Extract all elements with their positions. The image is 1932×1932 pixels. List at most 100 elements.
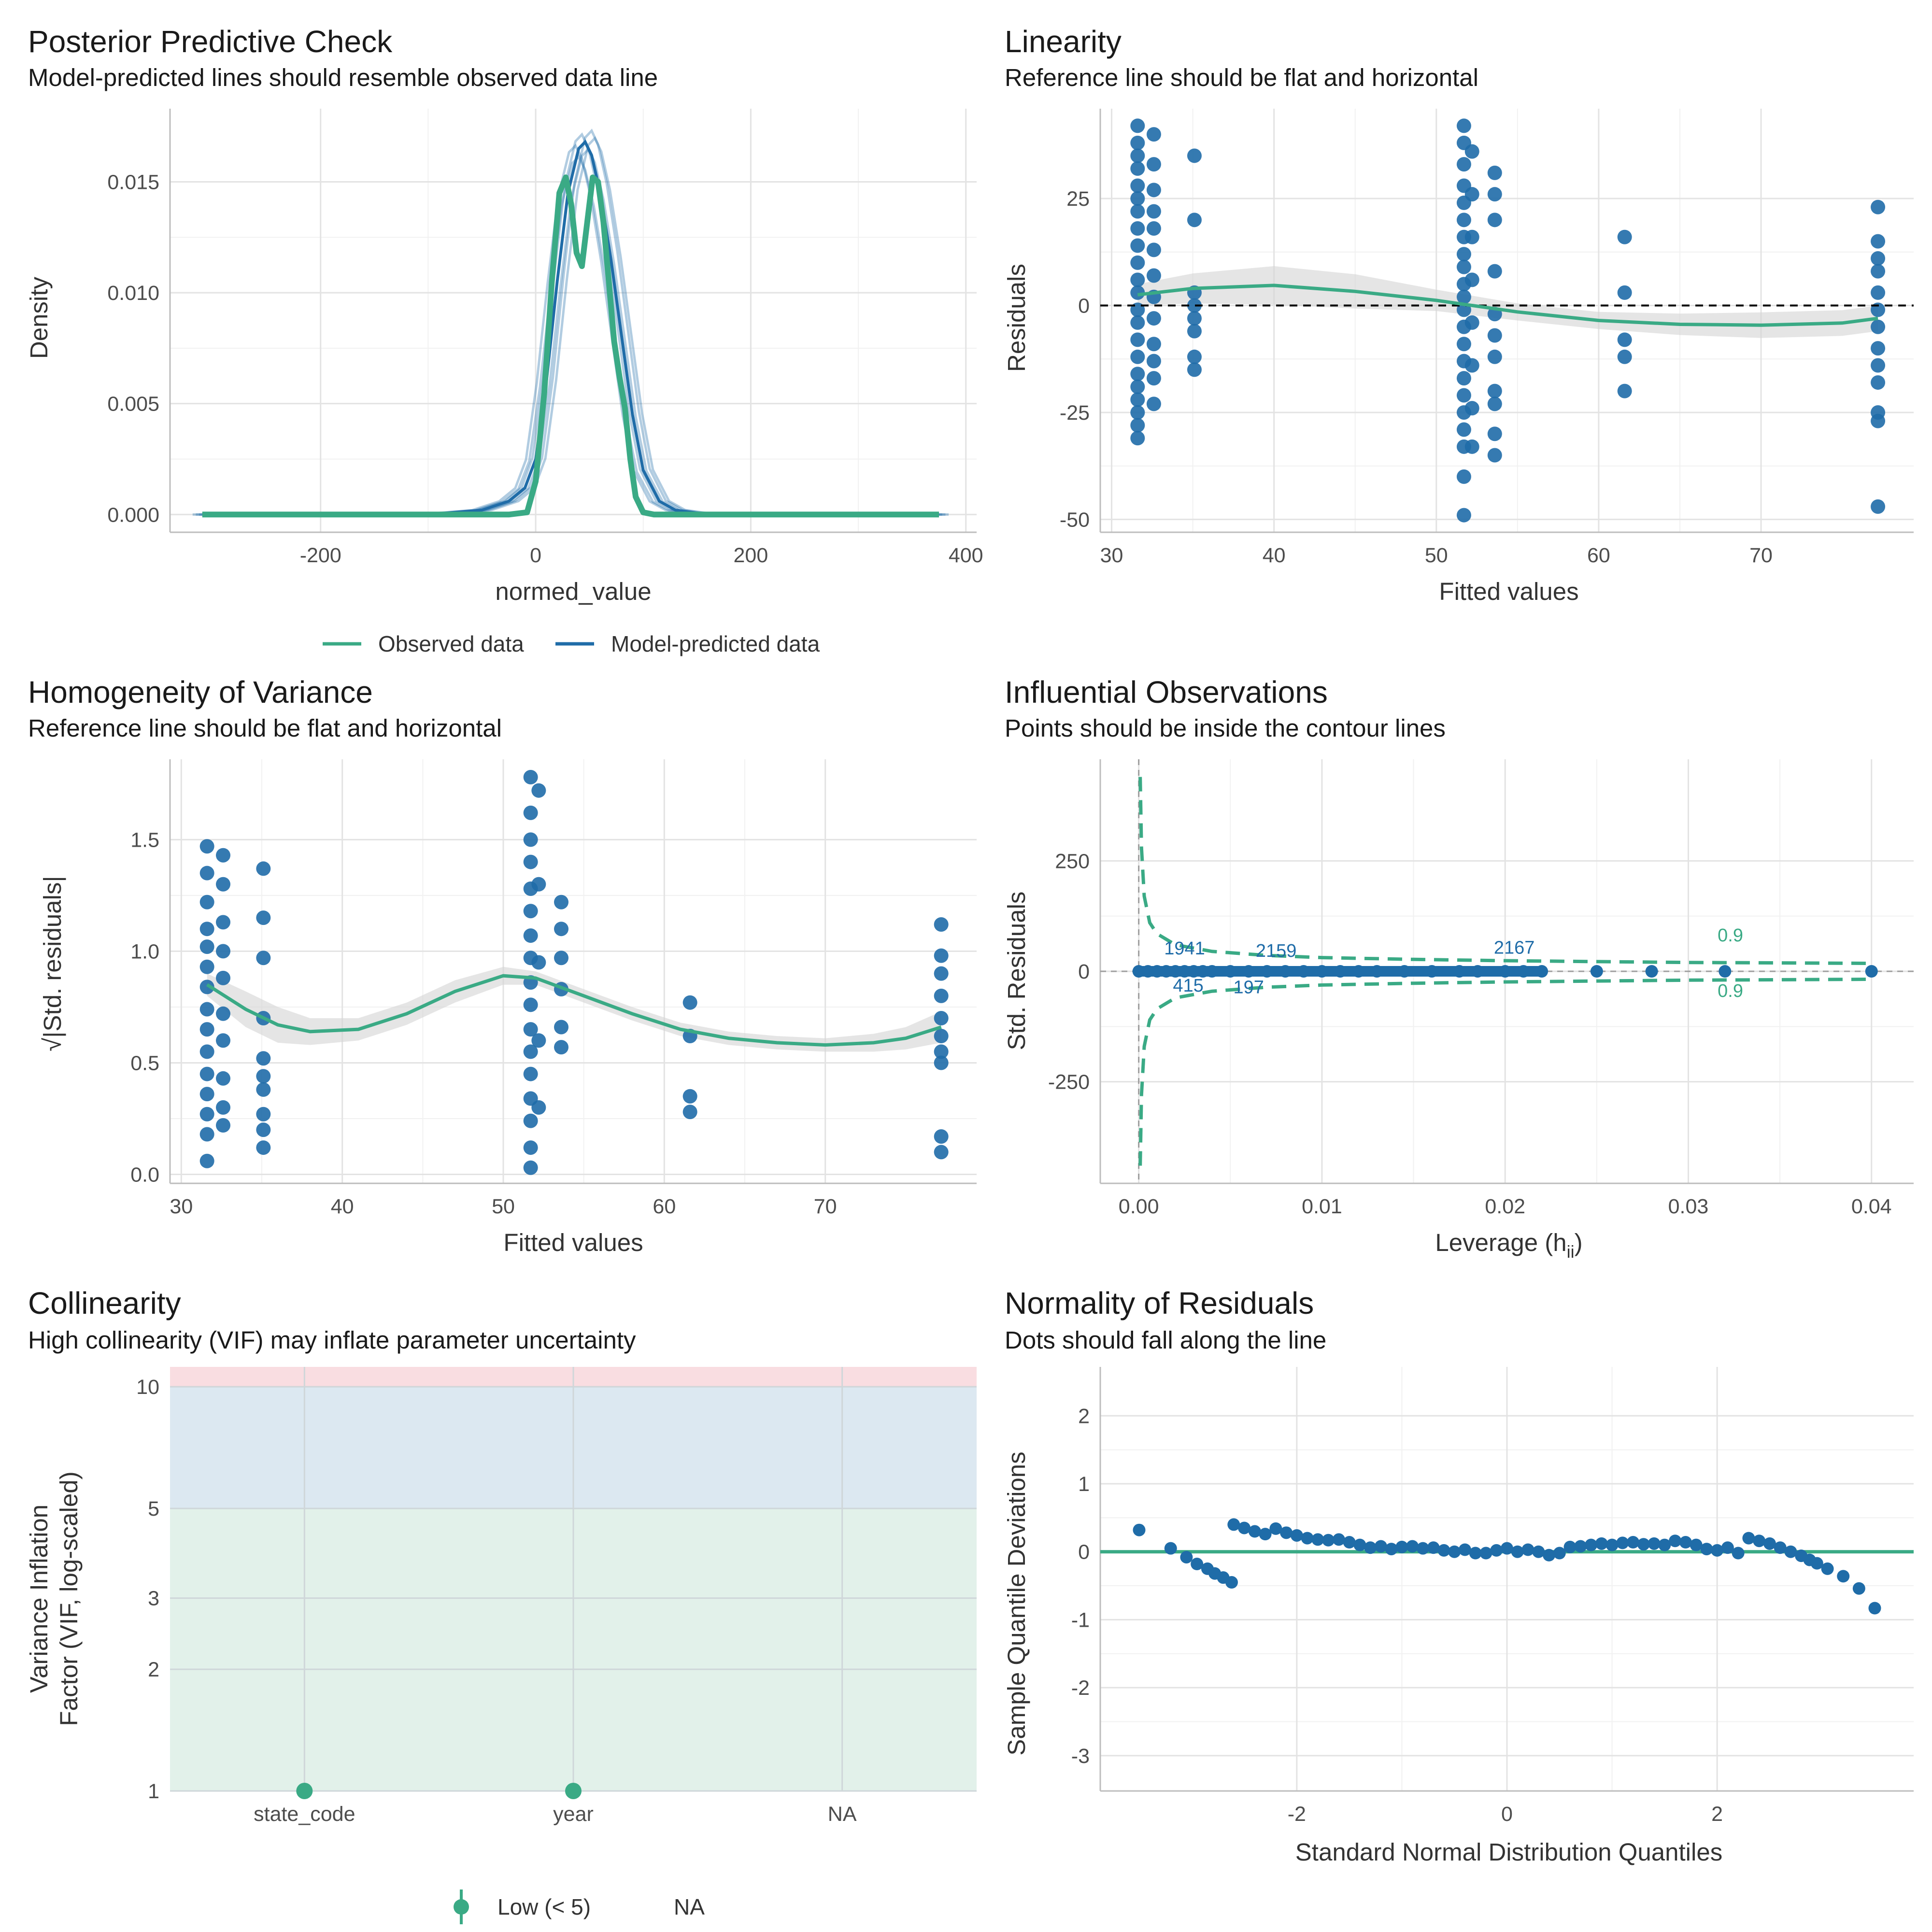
std-residual-point — [256, 1069, 271, 1084]
x-tick-label: state_code — [254, 1803, 355, 1826]
quantile-point — [1301, 1532, 1314, 1545]
residual-point — [1871, 199, 1886, 214]
std-residual-point — [531, 1100, 546, 1115]
confidence-ribbon — [1137, 266, 1878, 338]
residual-point — [1130, 315, 1145, 330]
std-residual-point — [934, 948, 949, 963]
y-axis-label: √|Std. residuals| — [39, 876, 66, 1051]
quantile-point — [1532, 1545, 1545, 1558]
x-tick-label: 40 — [1263, 544, 1286, 567]
residual-point — [1130, 405, 1145, 420]
y-tick-label: 0 — [1078, 960, 1090, 983]
x-tick-label: NA — [828, 1803, 857, 1826]
observation-point — [1224, 965, 1237, 978]
quantile-point — [1416, 1542, 1429, 1555]
quantile-point — [1595, 1537, 1608, 1550]
cook-contour-upper — [1138, 777, 1872, 965]
legend-label-observed: Observed data — [378, 631, 524, 656]
residual-point — [1456, 259, 1471, 274]
residual-point — [1187, 349, 1202, 364]
x-axis-label: normed_value — [495, 578, 651, 605]
x-tick-label: 50 — [492, 1195, 515, 1218]
y-tick-label: 0.5 — [130, 1051, 159, 1075]
residual-point — [1187, 213, 1202, 227]
quantile-point — [1290, 1529, 1303, 1542]
quantile-point — [1180, 1550, 1193, 1563]
observation-point — [1160, 965, 1173, 978]
residual-point — [1617, 285, 1632, 300]
std-residual-point — [523, 1066, 538, 1081]
panel-subtitle: Dots should fall along the line — [1005, 1326, 1326, 1354]
y-axis-label-line-2: Factor (VIF, log-scaled) — [55, 1471, 83, 1726]
quantile-point — [1810, 1557, 1823, 1570]
residual-point — [1130, 418, 1145, 433]
x-tick-label: 60 — [1587, 544, 1610, 567]
residual-point — [1464, 401, 1479, 416]
residual-point — [1130, 191, 1145, 206]
legend-collinearity: Low (< 5) NA — [454, 1889, 705, 1924]
residual-point — [1146, 371, 1161, 386]
y-tick-label: 0.000 — [107, 503, 159, 526]
residual-point — [1130, 161, 1145, 176]
observation-point — [1178, 965, 1191, 978]
panel-title: Posterior Predictive Check — [28, 24, 393, 59]
std-residual-point — [199, 959, 214, 974]
residual-point — [1464, 439, 1479, 454]
std-residual-point — [216, 1100, 230, 1115]
residual-point — [1146, 204, 1161, 219]
quantile-point — [1191, 1558, 1204, 1571]
std-residual-point — [199, 839, 214, 854]
std-residual-point — [934, 966, 949, 981]
plot-area-normality: -2 0 2 -3 -2 -1 0 1 2 — [1071, 1367, 1914, 1826]
residual-point — [1871, 251, 1886, 266]
x-tick-label: 0 — [1501, 1803, 1513, 1826]
observation-id-label: 197 — [1234, 978, 1264, 998]
contour-label: 0.9 — [1718, 925, 1743, 946]
residual-point — [1871, 234, 1886, 249]
residual-point — [1146, 127, 1161, 142]
observation-point — [1242, 965, 1255, 978]
quantile-point — [1553, 1547, 1566, 1560]
y-tick-label: 2 — [148, 1658, 159, 1681]
x-tick-label: -2 — [1288, 1803, 1306, 1826]
x-tick-label: 200 — [734, 544, 768, 567]
std-residual-point — [934, 1029, 949, 1044]
residual-point — [1464, 358, 1479, 373]
quantile-point — [1658, 1538, 1671, 1551]
std-residual-point — [554, 951, 568, 966]
std-residual-point — [934, 917, 949, 932]
vif-point — [296, 1783, 313, 1799]
std-residual-point — [523, 832, 538, 847]
residual-point — [1187, 298, 1202, 313]
residual-point — [1487, 384, 1502, 398]
x-tick-label: 0.01 — [1302, 1195, 1342, 1218]
residual-point — [1464, 144, 1479, 159]
observation-point — [1196, 965, 1209, 978]
legend-label-low: Low (< 5) — [497, 1894, 591, 1919]
legend-label-predicted: Model-predicted data — [611, 631, 820, 656]
panel-influential-observations: Influential Observations Points should b… — [1003, 675, 1914, 1262]
quantile-point — [1511, 1545, 1524, 1558]
observation-point — [1187, 965, 1200, 978]
residual-point — [1456, 157, 1471, 172]
residual-point — [1464, 315, 1479, 330]
x-tick-label: 30 — [1100, 544, 1123, 567]
std-residual-point — [531, 783, 546, 798]
contour-label: 0.9 — [1718, 981, 1743, 1001]
observation-id-label: 2159 — [1256, 941, 1297, 961]
quantile-point — [1479, 1547, 1492, 1560]
plot-area-homogeneity: 30 40 50 60 70 0.0 0.5 1.0 1.5 — [130, 759, 977, 1218]
x-tick-label: 0.03 — [1668, 1195, 1709, 1218]
residual-point — [1487, 187, 1502, 202]
x-tick-label: 30 — [170, 1195, 193, 1218]
x-axis-label: Fitted values — [1439, 578, 1578, 605]
observation-point — [1865, 965, 1878, 978]
residual-point — [1130, 118, 1145, 133]
panel-homogeneity-of-variance: Homogeneity of Variance Reference line s… — [28, 675, 977, 1256]
panel-subtitle: High collinearity (VIF) may inflate para… — [28, 1326, 636, 1354]
residual-point — [1146, 397, 1161, 412]
x-axis-label: Fitted values — [503, 1229, 643, 1256]
residual-point — [1456, 247, 1471, 262]
panel-linearity: Linearity Reference line should be flat … — [1003, 24, 1914, 605]
quantile-point — [1395, 1540, 1408, 1553]
